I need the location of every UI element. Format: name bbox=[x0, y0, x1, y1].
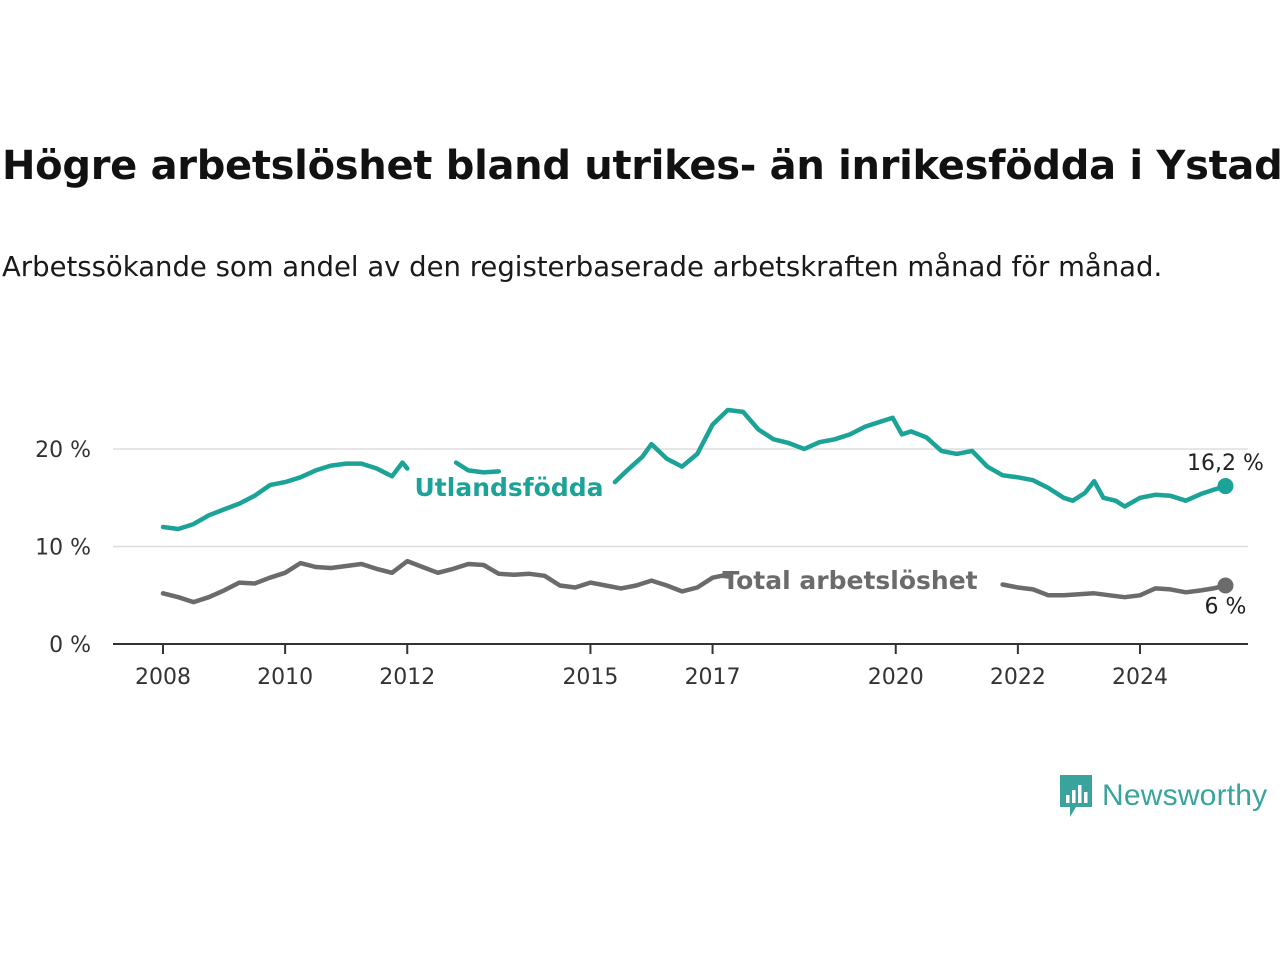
series-end-label: 6 % bbox=[1205, 595, 1247, 620]
series-labels: 16,2 % 6 % Utlandsfödda Total arbetslöshet bbox=[415, 451, 1264, 619]
newsworthy-logo-text: Newsworthy bbox=[1102, 779, 1268, 812]
series-end-point bbox=[1217, 478, 1234, 495]
axes: 0 % 10 % 20 % 2008 2010 2012 2015 2017 2020 2022 2… bbox=[35, 438, 1248, 690]
series-name-label: Utlandsfödda bbox=[415, 473, 604, 502]
x-tick-label: 2010 bbox=[257, 665, 313, 690]
series-end-label: 16,2 % bbox=[1187, 451, 1264, 476]
x-tick-label: 2008 bbox=[135, 665, 191, 690]
chart-title: Högre arbetslöshet bland utrikes- än inr… bbox=[2, 143, 1280, 189]
y-tick-label: 20 % bbox=[35, 438, 91, 463]
y-tick-label: 0 % bbox=[49, 633, 91, 658]
series-line-total bbox=[1000, 582, 1228, 600]
series-line-utlandsfodda bbox=[453, 460, 502, 475]
x-tick-label: 2020 bbox=[868, 665, 924, 690]
x-tick-label: 2012 bbox=[379, 665, 435, 690]
newsworthy-logo: Newsworthy bbox=[1058, 772, 1267, 820]
series-line-total bbox=[160, 558, 734, 605]
series-line-utlandsfodda bbox=[612, 407, 1228, 509]
x-tick-label: 2024 bbox=[1112, 665, 1168, 690]
gridlines bbox=[113, 448, 1248, 548]
series-end-point bbox=[1217, 577, 1234, 594]
x-tick-label: 2022 bbox=[990, 665, 1046, 690]
y-tick-label: 10 % bbox=[35, 536, 91, 561]
x-tick-label: 2015 bbox=[562, 665, 618, 690]
x-tick-label: 2017 bbox=[685, 665, 741, 690]
series-line-utlandsfodda bbox=[160, 460, 410, 532]
series-lines bbox=[160, 407, 1234, 605]
newsworthy-logo-icon bbox=[1060, 775, 1092, 817]
chart-subtitle: Arbetssökande som andel av den registerb… bbox=[2, 251, 1163, 283]
series-name-label: Total arbetslöshet bbox=[722, 566, 977, 595]
